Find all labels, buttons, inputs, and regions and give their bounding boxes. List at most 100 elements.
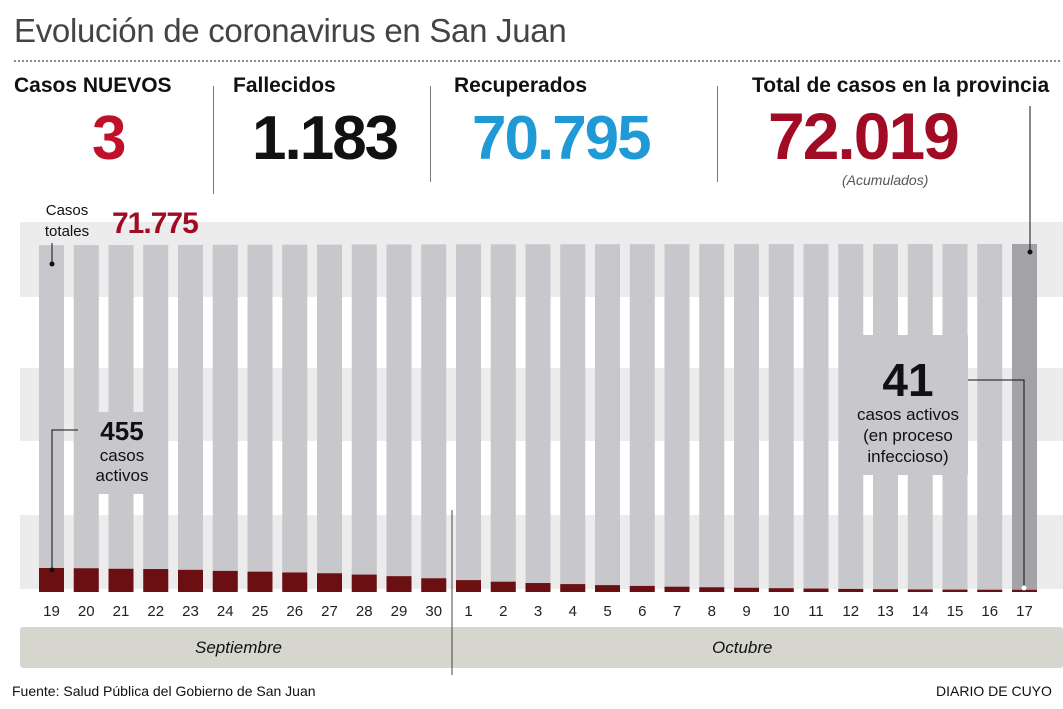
bar-total-27: [317, 244, 342, 592]
stat-divider: [430, 86, 431, 182]
bar-active-13: [873, 589, 898, 592]
bar-active-5: [595, 585, 620, 592]
month-label-octubre: Octubre: [712, 638, 773, 657]
x-tick-label: 17: [1016, 603, 1033, 620]
stat-divider: [717, 86, 718, 182]
x-tick-label: 15: [947, 603, 964, 620]
total-note: (Acumulados): [842, 172, 929, 188]
x-tick-label: 5: [603, 603, 611, 620]
start-active-label: casos: [100, 446, 144, 465]
x-tick-label: 1: [464, 603, 472, 620]
bar-active-11: [803, 588, 829, 592]
start-active-label: activos: [96, 466, 149, 485]
x-tick-label: 26: [286, 603, 303, 620]
x-tick-label: 2: [499, 603, 507, 620]
leader-dot-start-active: [49, 567, 55, 573]
bar-active-2: [490, 581, 516, 592]
bar-total-30: [421, 244, 447, 593]
source-note: Fuente: Salud Pública del Gobierno de Sa…: [12, 683, 316, 699]
leader-dot-end-active: [1021, 585, 1027, 591]
bar-active-12: [838, 588, 864, 592]
bar-total-10: [768, 244, 794, 593]
bar-total-26: [282, 244, 308, 592]
bar-active-4: [560, 584, 586, 592]
x-tick-label: 12: [842, 603, 859, 620]
x-tick-label: 29: [391, 603, 408, 620]
bar-active-27: [317, 573, 342, 592]
start-active-value: 455: [100, 416, 143, 446]
x-tick-label: 14: [912, 603, 929, 620]
month-label-septiembre: Septiembre: [195, 638, 282, 657]
brand-name: DIARIO DE CUYO: [936, 683, 1052, 699]
bar-total-2: [490, 244, 516, 592]
stat-divider: [213, 86, 214, 194]
bar-total-1: [456, 244, 481, 592]
bar-total-29: [386, 244, 412, 592]
x-tick-label: 10: [773, 603, 790, 620]
bar-total-3: [525, 244, 551, 592]
bar-active-21: [108, 568, 134, 592]
bar-total-28: [351, 244, 377, 593]
x-tick-label: 30: [425, 603, 442, 620]
x-tick-label: 28: [356, 603, 373, 620]
bar-active-10: [768, 588, 794, 592]
x-tick-label: 16: [981, 603, 998, 620]
bar-active-8: [699, 587, 725, 592]
bar-active-9: [734, 587, 759, 592]
label-bg-end-active: [840, 335, 968, 475]
x-tick-label: 8: [708, 603, 716, 620]
month-band: [20, 627, 1063, 668]
fallecidos-value: 1.183: [252, 104, 399, 173]
bar-total-16: [977, 244, 1003, 592]
end-active-value: 41: [882, 354, 933, 406]
bar-active-29: [386, 576, 412, 592]
casos-totales-value: 71.775: [112, 207, 198, 240]
chart-title: Evolución de coronavirus en San Juan: [14, 12, 567, 49]
x-tick-label: 13: [877, 603, 894, 620]
bar-active-16: [977, 589, 1003, 592]
bar-total-23: [178, 244, 203, 592]
casos-totales-label: totales: [45, 223, 89, 240]
end-active-label: casos activos: [857, 405, 959, 424]
bar-total-9: [734, 244, 759, 592]
nuevos-label: Casos NUEVOS: [14, 74, 172, 97]
bar-active-22: [143, 569, 169, 592]
x-tick-label: 6: [638, 603, 646, 620]
bar-active-20: [73, 568, 99, 592]
x-tick-label: 22: [147, 603, 164, 620]
x-tick-label: 21: [113, 603, 130, 620]
bar-total-8: [699, 244, 725, 592]
recuperados-value: 70.795: [472, 104, 652, 173]
x-tick-label: 3: [534, 603, 542, 620]
bar-total-7: [664, 244, 690, 592]
bar-active-14: [907, 589, 933, 592]
bar-total-24: [212, 244, 238, 592]
bar-active-1: [456, 580, 481, 592]
bar-active-24: [212, 570, 238, 592]
leader-line-end-active: [968, 379, 1025, 588]
label-bg-start-active: [78, 412, 166, 494]
bar-active-15: [942, 589, 968, 592]
recuperados-label: Recuperados: [454, 74, 588, 97]
bar-active-3: [525, 583, 551, 592]
bar-total-5: [595, 244, 620, 592]
total-label: Total de casos en la provincia: [752, 74, 1050, 97]
x-tick-label: 7: [673, 603, 681, 620]
leader-dot-total: [49, 261, 55, 267]
bar-active-26: [282, 572, 308, 592]
bar-total-4: [560, 244, 586, 593]
leader-dot-total-province: [1027, 249, 1033, 255]
nuevos-value: 3: [92, 104, 127, 173]
x-tick-label: 24: [217, 603, 234, 620]
x-tick-label: 23: [182, 603, 199, 620]
end-active-label: (en proceso: [863, 426, 953, 445]
bar-total-25: [247, 244, 273, 592]
bar-active-28: [351, 574, 377, 592]
bar-active-30: [421, 578, 447, 592]
bar-active-23: [178, 569, 203, 592]
bar-active-7: [664, 586, 690, 592]
bar-active-17: [1012, 589, 1037, 592]
x-tick-label: 25: [252, 603, 269, 620]
bar-active-25: [247, 571, 273, 592]
